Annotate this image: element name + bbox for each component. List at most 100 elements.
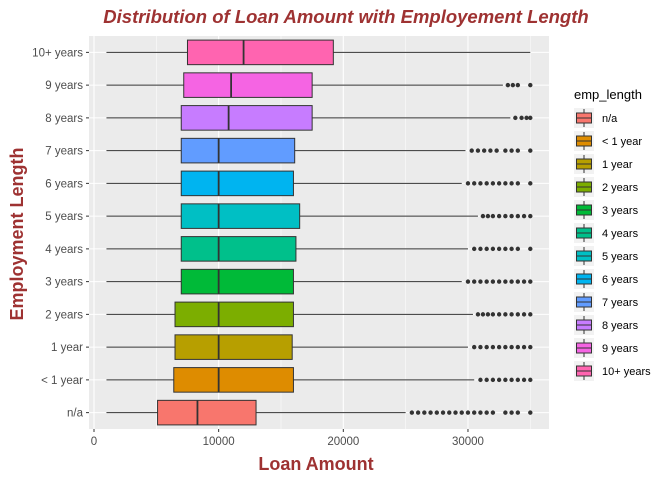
outlier-point bbox=[415, 410, 421, 415]
outlier-point bbox=[409, 410, 415, 415]
outlier-point bbox=[494, 148, 499, 153]
outlier-point bbox=[503, 279, 508, 284]
y-axis-ticks: n/a < 1 year 1 year 2 years 3 years 4 years 5 … bbox=[32, 47, 89, 420]
outlier-point bbox=[519, 115, 524, 121]
outlier-point bbox=[515, 213, 521, 219]
outlier-point bbox=[509, 344, 514, 350]
outlier-point bbox=[434, 410, 440, 415]
box-5-years bbox=[106, 203, 533, 229]
outlier-point bbox=[509, 279, 514, 284]
box-1-year bbox=[106, 334, 533, 360]
legend-label: 10+ years bbox=[602, 366, 651, 378]
outlier-point bbox=[472, 279, 477, 284]
x-tick-label: 20000 bbox=[327, 436, 359, 448]
outlier-point bbox=[475, 312, 481, 317]
outlier-point bbox=[515, 312, 521, 317]
legend-label: 3 years bbox=[602, 205, 639, 217]
outlier-point bbox=[485, 312, 491, 317]
y-tick-label: 10+ years bbox=[32, 47, 83, 59]
legend: emp_length n/a < 1 year 1 year 2 years 3 yea… bbox=[574, 87, 651, 381]
outlier-point bbox=[465, 279, 471, 284]
outlier-point bbox=[510, 82, 516, 88]
legend-item: 4 years bbox=[574, 223, 639, 243]
outlier-point bbox=[496, 213, 502, 219]
legend-item: 6 years bbox=[574, 269, 639, 289]
outlier-point bbox=[472, 181, 477, 186]
legend-item: 3 years bbox=[574, 200, 639, 220]
legend-label: < 1 year bbox=[602, 136, 642, 148]
outlier-point bbox=[515, 279, 521, 284]
box-2-years bbox=[106, 301, 533, 328]
boxplot-series bbox=[106, 39, 533, 426]
outlier-point bbox=[496, 312, 502, 317]
outlier-point bbox=[469, 148, 474, 153]
iqr-box bbox=[174, 301, 294, 328]
outlier-point bbox=[503, 213, 508, 219]
legend-label: 8 years bbox=[602, 320, 639, 332]
y-tick-label: n/a bbox=[67, 408, 84, 420]
iqr-box bbox=[183, 72, 313, 98]
outlier-point bbox=[459, 410, 464, 415]
legend-label: 4 years bbox=[602, 228, 639, 240]
outlier-point bbox=[484, 344, 489, 350]
outlier-point bbox=[465, 181, 471, 186]
outlier-point bbox=[485, 213, 491, 219]
outlier-point bbox=[496, 344, 502, 350]
outlier-point bbox=[503, 312, 508, 317]
outlier-point bbox=[521, 279, 527, 284]
box-n-a bbox=[106, 399, 533, 426]
box-9-years bbox=[106, 72, 533, 98]
outlier-point bbox=[490, 213, 496, 219]
outlier-point bbox=[480, 312, 486, 317]
legend-label: 5 years bbox=[602, 251, 639, 263]
outlier-point bbox=[524, 115, 529, 121]
outlier-point bbox=[521, 213, 527, 219]
outlier-point bbox=[496, 246, 502, 252]
outlier-point bbox=[472, 344, 477, 350]
box-8-years bbox=[106, 105, 533, 131]
outlier-point bbox=[490, 410, 496, 415]
legend-item: n/a bbox=[574, 108, 618, 128]
y-tick-label: 8 years bbox=[45, 113, 83, 125]
iqr-box bbox=[180, 170, 294, 197]
outlier-point bbox=[521, 344, 527, 350]
outlier-point bbox=[478, 279, 483, 284]
outlier-point bbox=[490, 181, 496, 186]
outlier-point bbox=[503, 410, 508, 415]
outlier-point bbox=[478, 181, 483, 186]
outlier-point bbox=[505, 82, 511, 88]
outlier-point bbox=[496, 377, 502, 383]
y-tick-label: 7 years bbox=[45, 146, 83, 158]
iqr-box bbox=[157, 399, 257, 426]
box-4-years bbox=[106, 236, 533, 262]
outlier-point bbox=[528, 181, 533, 186]
iqr-box bbox=[180, 203, 301, 229]
iqr-box bbox=[186, 39, 334, 66]
legend-item: 7 years bbox=[574, 292, 639, 312]
legend-label: 6 years bbox=[602, 274, 639, 286]
outlier-point bbox=[484, 246, 489, 252]
outlier-point bbox=[528, 246, 533, 252]
outlier-point bbox=[515, 148, 521, 153]
outlier-point bbox=[490, 279, 496, 284]
outlier-point bbox=[528, 213, 533, 219]
outlier-point bbox=[496, 279, 502, 284]
x-axis-title: Loan Amount bbox=[258, 454, 373, 474]
outlier-point bbox=[521, 377, 527, 383]
legend-item: < 1 year bbox=[574, 131, 642, 151]
outlier-point bbox=[490, 312, 496, 317]
outlier-point bbox=[465, 410, 471, 415]
x-axis-ticks: 0 10000 20000 30000 bbox=[91, 429, 484, 448]
outlier-point bbox=[422, 410, 427, 415]
outlier-point bbox=[503, 377, 508, 383]
legend-item: 5 years bbox=[574, 246, 639, 266]
legend-label: 9 years bbox=[602, 343, 639, 355]
iqr-box bbox=[180, 137, 296, 164]
plot-panel bbox=[89, 36, 549, 429]
y-tick-label: < 1 year bbox=[41, 375, 83, 387]
outlier-point bbox=[484, 279, 489, 284]
outlier-point bbox=[478, 246, 483, 252]
outlier-point bbox=[528, 279, 533, 284]
y-tick-label: 1 year bbox=[51, 342, 83, 354]
outlier-point bbox=[478, 344, 483, 350]
